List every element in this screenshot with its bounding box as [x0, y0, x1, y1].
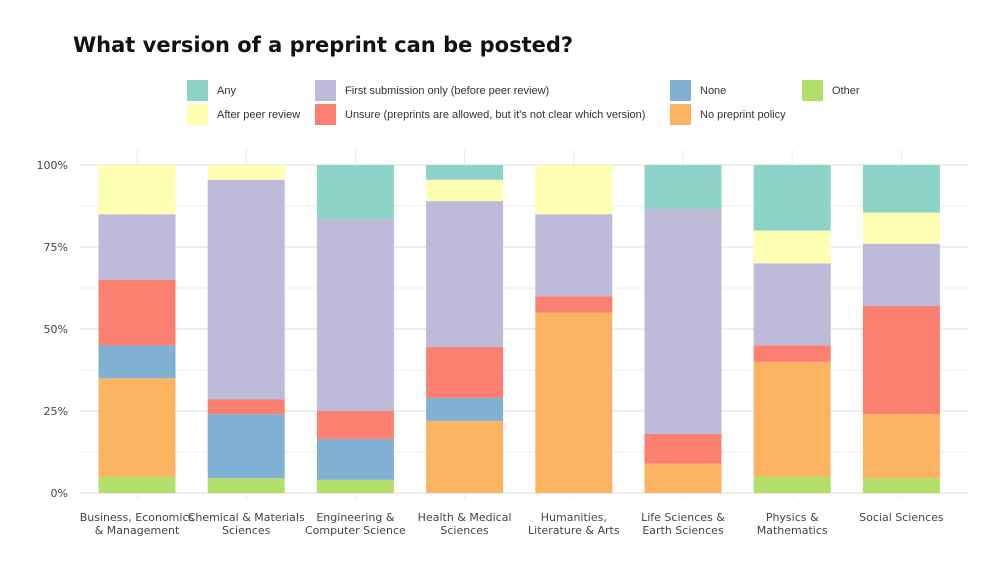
legend-swatch	[802, 80, 823, 101]
y-tick-label: 25%	[44, 405, 68, 418]
bar-segment	[98, 279, 176, 346]
bar-segment	[753, 165, 831, 231]
y-tick-label: 50%	[44, 323, 68, 336]
x-tick-label: Computer Science	[305, 524, 406, 537]
bar-segment	[98, 476, 176, 493]
legend-swatch	[315, 104, 336, 125]
bar-segment	[753, 476, 831, 493]
x-tick-label: Engineering &	[316, 511, 394, 524]
bar-segment	[316, 438, 394, 480]
bar-segment	[98, 165, 176, 215]
bar-segment	[207, 414, 285, 479]
bar-segment	[426, 347, 504, 398]
bar-segment	[862, 306, 940, 415]
bar-segment	[316, 479, 394, 493]
bar-segment	[753, 230, 831, 264]
x-tick-label: Mathematics	[757, 524, 828, 537]
x-tick-label: Physics &	[766, 511, 819, 524]
bar-segment	[535, 312, 613, 493]
bar-segment	[753, 361, 831, 477]
bar-segment	[753, 345, 831, 362]
bar-segment	[535, 296, 613, 313]
legend-label: Other	[832, 84, 860, 97]
bar-segment	[644, 433, 722, 464]
legend-label: No preprint policy	[700, 108, 786, 121]
x-tick-label: Sciences	[222, 524, 271, 537]
legend-item: No preprint policy	[670, 104, 786, 125]
x-tick-label: Sciences	[440, 524, 489, 537]
x-tick-label: Business, Economics	[80, 511, 195, 524]
bar-segment	[426, 165, 504, 180]
bar-segment	[644, 165, 722, 210]
legend-swatch	[670, 80, 691, 101]
bar-segment	[753, 263, 831, 346]
x-tick-label: Life Sciences &	[641, 511, 725, 524]
bar-segment	[316, 411, 394, 439]
x-tick-label: Social Sciences	[859, 511, 944, 524]
y-tick-label: 75%	[44, 241, 68, 254]
bar-segment	[98, 214, 176, 280]
bar-segment	[316, 219, 394, 411]
bar-segment	[862, 243, 940, 307]
legend-item: After peer review	[187, 104, 300, 125]
bar-segment	[207, 399, 285, 415]
bar-segment	[535, 214, 613, 297]
bar-segment	[316, 165, 394, 220]
y-tick-label: 0%	[51, 487, 68, 500]
bar-segment	[426, 179, 504, 202]
legend-label: After peer review	[217, 108, 301, 121]
bar-segment	[862, 212, 940, 244]
bar-segment	[207, 165, 285, 180]
legend-item: Any	[187, 80, 236, 101]
legend-label: None	[700, 84, 727, 97]
legend-label: Any	[217, 84, 236, 97]
bar-segment	[207, 478, 285, 493]
legend-item: First submission only (before peer revie…	[315, 80, 549, 101]
bar-segment	[862, 414, 940, 479]
legend-swatch	[670, 104, 691, 125]
bar-segment	[644, 463, 722, 493]
bar-segment	[535, 165, 613, 215]
bar-segment	[98, 378, 176, 477]
bar-segment	[862, 478, 940, 493]
legend-item: None	[670, 80, 726, 101]
bar-segment	[862, 165, 940, 213]
legend-label: Unsure (preprints are allowed, but it's …	[345, 108, 646, 121]
legend-item: Unsure (preprints are allowed, but it's …	[315, 104, 645, 125]
legend-swatch	[315, 80, 336, 101]
x-tick-label: & Management	[95, 524, 180, 537]
y-tick-label: 100%	[37, 159, 68, 172]
x-tick-label: Literature & Arts	[528, 524, 620, 537]
bar-segment	[426, 397, 504, 421]
bar-segment	[644, 209, 722, 434]
chart-title: What version of a preprint can be posted…	[73, 33, 574, 57]
legend-item: Other	[802, 80, 860, 101]
bar-segment	[98, 345, 176, 379]
x-tick-label: Earth Sciences	[642, 524, 724, 537]
x-tick-label: Humanities,	[541, 511, 607, 524]
x-tick-label: Chemical & Materials	[188, 511, 305, 524]
legend-swatch	[187, 104, 208, 125]
legend-swatch	[187, 80, 208, 101]
bar-segment	[426, 201, 504, 348]
bar-segment	[426, 420, 504, 493]
legend-label: First submission only (before peer revie…	[345, 84, 550, 97]
x-tick-label: Health & Medical	[418, 511, 512, 524]
bar-segment	[207, 179, 285, 400]
